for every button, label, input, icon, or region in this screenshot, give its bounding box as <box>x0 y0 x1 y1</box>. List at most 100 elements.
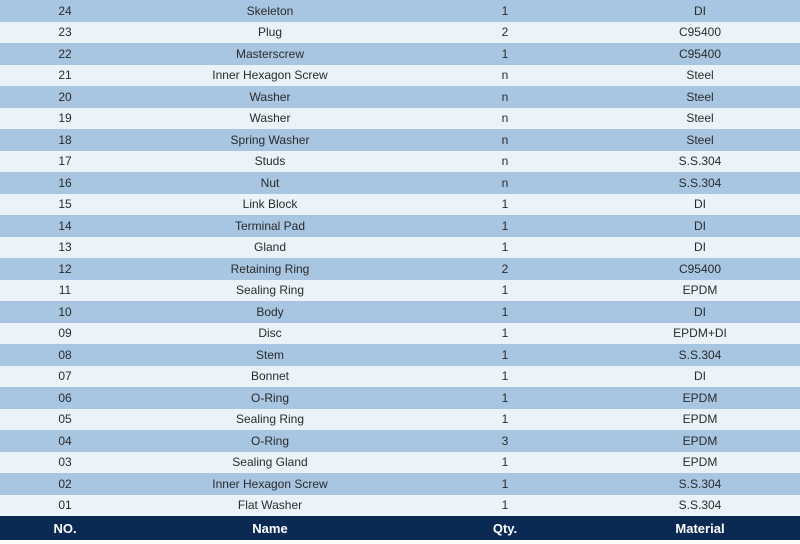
cell-no: 17 <box>0 154 130 168</box>
cell-material: S.S.304 <box>600 154 800 168</box>
cell-no: 22 <box>0 47 130 61</box>
cell-qty: 1 <box>410 47 600 61</box>
cell-no: 06 <box>0 391 130 405</box>
cell-qty: 1 <box>410 498 600 512</box>
cell-name: Spring Washer <box>130 133 410 147</box>
cell-qty: 1 <box>410 369 600 383</box>
cell-qty: 2 <box>410 262 600 276</box>
cell-no: 04 <box>0 434 130 448</box>
cell-material: EPDM <box>600 412 800 426</box>
cell-qty: 1 <box>410 305 600 319</box>
cell-name: Washer <box>130 90 410 104</box>
cell-material: EPDM <box>600 391 800 405</box>
cell-name: O-Ring <box>130 434 410 448</box>
cell-material: S.S.304 <box>600 348 800 362</box>
table-row: 08Stem1S.S.304 <box>0 344 800 366</box>
cell-material: EPDM <box>600 455 800 469</box>
cell-no: 02 <box>0 477 130 491</box>
cell-no: 23 <box>0 25 130 39</box>
cell-no: 09 <box>0 326 130 340</box>
table-row: 03Sealing Gland1EPDM <box>0 452 800 474</box>
cell-qty: 1 <box>410 240 600 254</box>
cell-name: Disc <box>130 326 410 340</box>
cell-qty: n <box>410 154 600 168</box>
cell-no: 16 <box>0 176 130 190</box>
cell-no: 01 <box>0 498 130 512</box>
cell-material: EPDM+DI <box>600 326 800 340</box>
cell-no: 14 <box>0 219 130 233</box>
cell-no: 08 <box>0 348 130 362</box>
cell-name: Bonnet <box>130 369 410 383</box>
table-row: 07Bonnet1DI <box>0 366 800 388</box>
table-row: 13Gland1DI <box>0 237 800 259</box>
cell-name: Sealing Gland <box>130 455 410 469</box>
cell-name: Washer <box>130 111 410 125</box>
cell-qty: 1 <box>410 412 600 426</box>
cell-name: Plug <box>130 25 410 39</box>
table-row: 20WashernSteel <box>0 86 800 108</box>
cell-no: 15 <box>0 197 130 211</box>
cell-no: 12 <box>0 262 130 276</box>
cell-qty: n <box>410 90 600 104</box>
cell-name: Nut <box>130 176 410 190</box>
header-material: Material <box>600 521 800 536</box>
cell-qty: n <box>410 68 600 82</box>
table-row: 14Terminal Pad1DI <box>0 215 800 237</box>
cell-material: DI <box>600 305 800 319</box>
cell-material: C95400 <box>600 25 800 39</box>
table-row: 21Inner Hexagon ScrewnSteel <box>0 65 800 87</box>
cell-qty: 1 <box>410 4 600 18</box>
header-no: NO. <box>0 521 130 536</box>
table-row: 02Inner Hexagon Screw1S.S.304 <box>0 473 800 495</box>
cell-qty: 3 <box>410 434 600 448</box>
table-row: 23Plug2C95400 <box>0 22 800 44</box>
cell-no: 24 <box>0 4 130 18</box>
table-header: NO.NameQty.Material <box>0 516 800 540</box>
cell-qty: 1 <box>410 391 600 405</box>
cell-qty: 1 <box>410 348 600 362</box>
table-row: 09Disc1EPDM+DI <box>0 323 800 345</box>
cell-material: S.S.304 <box>600 176 800 190</box>
table-row: 16NutnS.S.304 <box>0 172 800 194</box>
table-row: 10Body1DI <box>0 301 800 323</box>
cell-name: Sealing Ring <box>130 412 410 426</box>
cell-qty: n <box>410 176 600 190</box>
table-row: 18Spring WashernSteel <box>0 129 800 151</box>
cell-qty: n <box>410 111 600 125</box>
table-row: 17StudsnS.S.304 <box>0 151 800 173</box>
cell-name: Terminal Pad <box>130 219 410 233</box>
cell-material: S.S.304 <box>600 477 800 491</box>
cell-material: Steel <box>600 68 800 82</box>
cell-material: C95400 <box>600 262 800 276</box>
cell-no: 21 <box>0 68 130 82</box>
table-row: 05Sealing Ring1EPDM <box>0 409 800 431</box>
cell-qty: 1 <box>410 219 600 233</box>
cell-material: DI <box>600 369 800 383</box>
cell-material: DI <box>600 219 800 233</box>
cell-material: EPDM <box>600 434 800 448</box>
header-name: Name <box>130 521 410 536</box>
cell-no: 05 <box>0 412 130 426</box>
header-qty: Qty. <box>410 521 600 536</box>
cell-name: Inner Hexagon Screw <box>130 477 410 491</box>
cell-name: Flat Washer <box>130 498 410 512</box>
cell-name: Inner Hexagon Screw <box>130 68 410 82</box>
cell-no: 10 <box>0 305 130 319</box>
cell-name: O-Ring <box>130 391 410 405</box>
cell-no: 18 <box>0 133 130 147</box>
cell-material: Steel <box>600 133 800 147</box>
table-row: 01Flat Washer1S.S.304 <box>0 495 800 517</box>
table-row: 19WashernSteel <box>0 108 800 130</box>
cell-name: Stem <box>130 348 410 362</box>
table-row: 24Skeleton1DI <box>0 0 800 22</box>
cell-qty: 1 <box>410 283 600 297</box>
cell-qty: 1 <box>410 326 600 340</box>
cell-name: Sealing Ring <box>130 283 410 297</box>
cell-no: 11 <box>0 283 130 297</box>
cell-no: 13 <box>0 240 130 254</box>
cell-name: Skeleton <box>130 4 410 18</box>
cell-name: Link Block <box>130 197 410 211</box>
cell-qty: 1 <box>410 197 600 211</box>
cell-name: Retaining Ring <box>130 262 410 276</box>
cell-material: DI <box>600 4 800 18</box>
